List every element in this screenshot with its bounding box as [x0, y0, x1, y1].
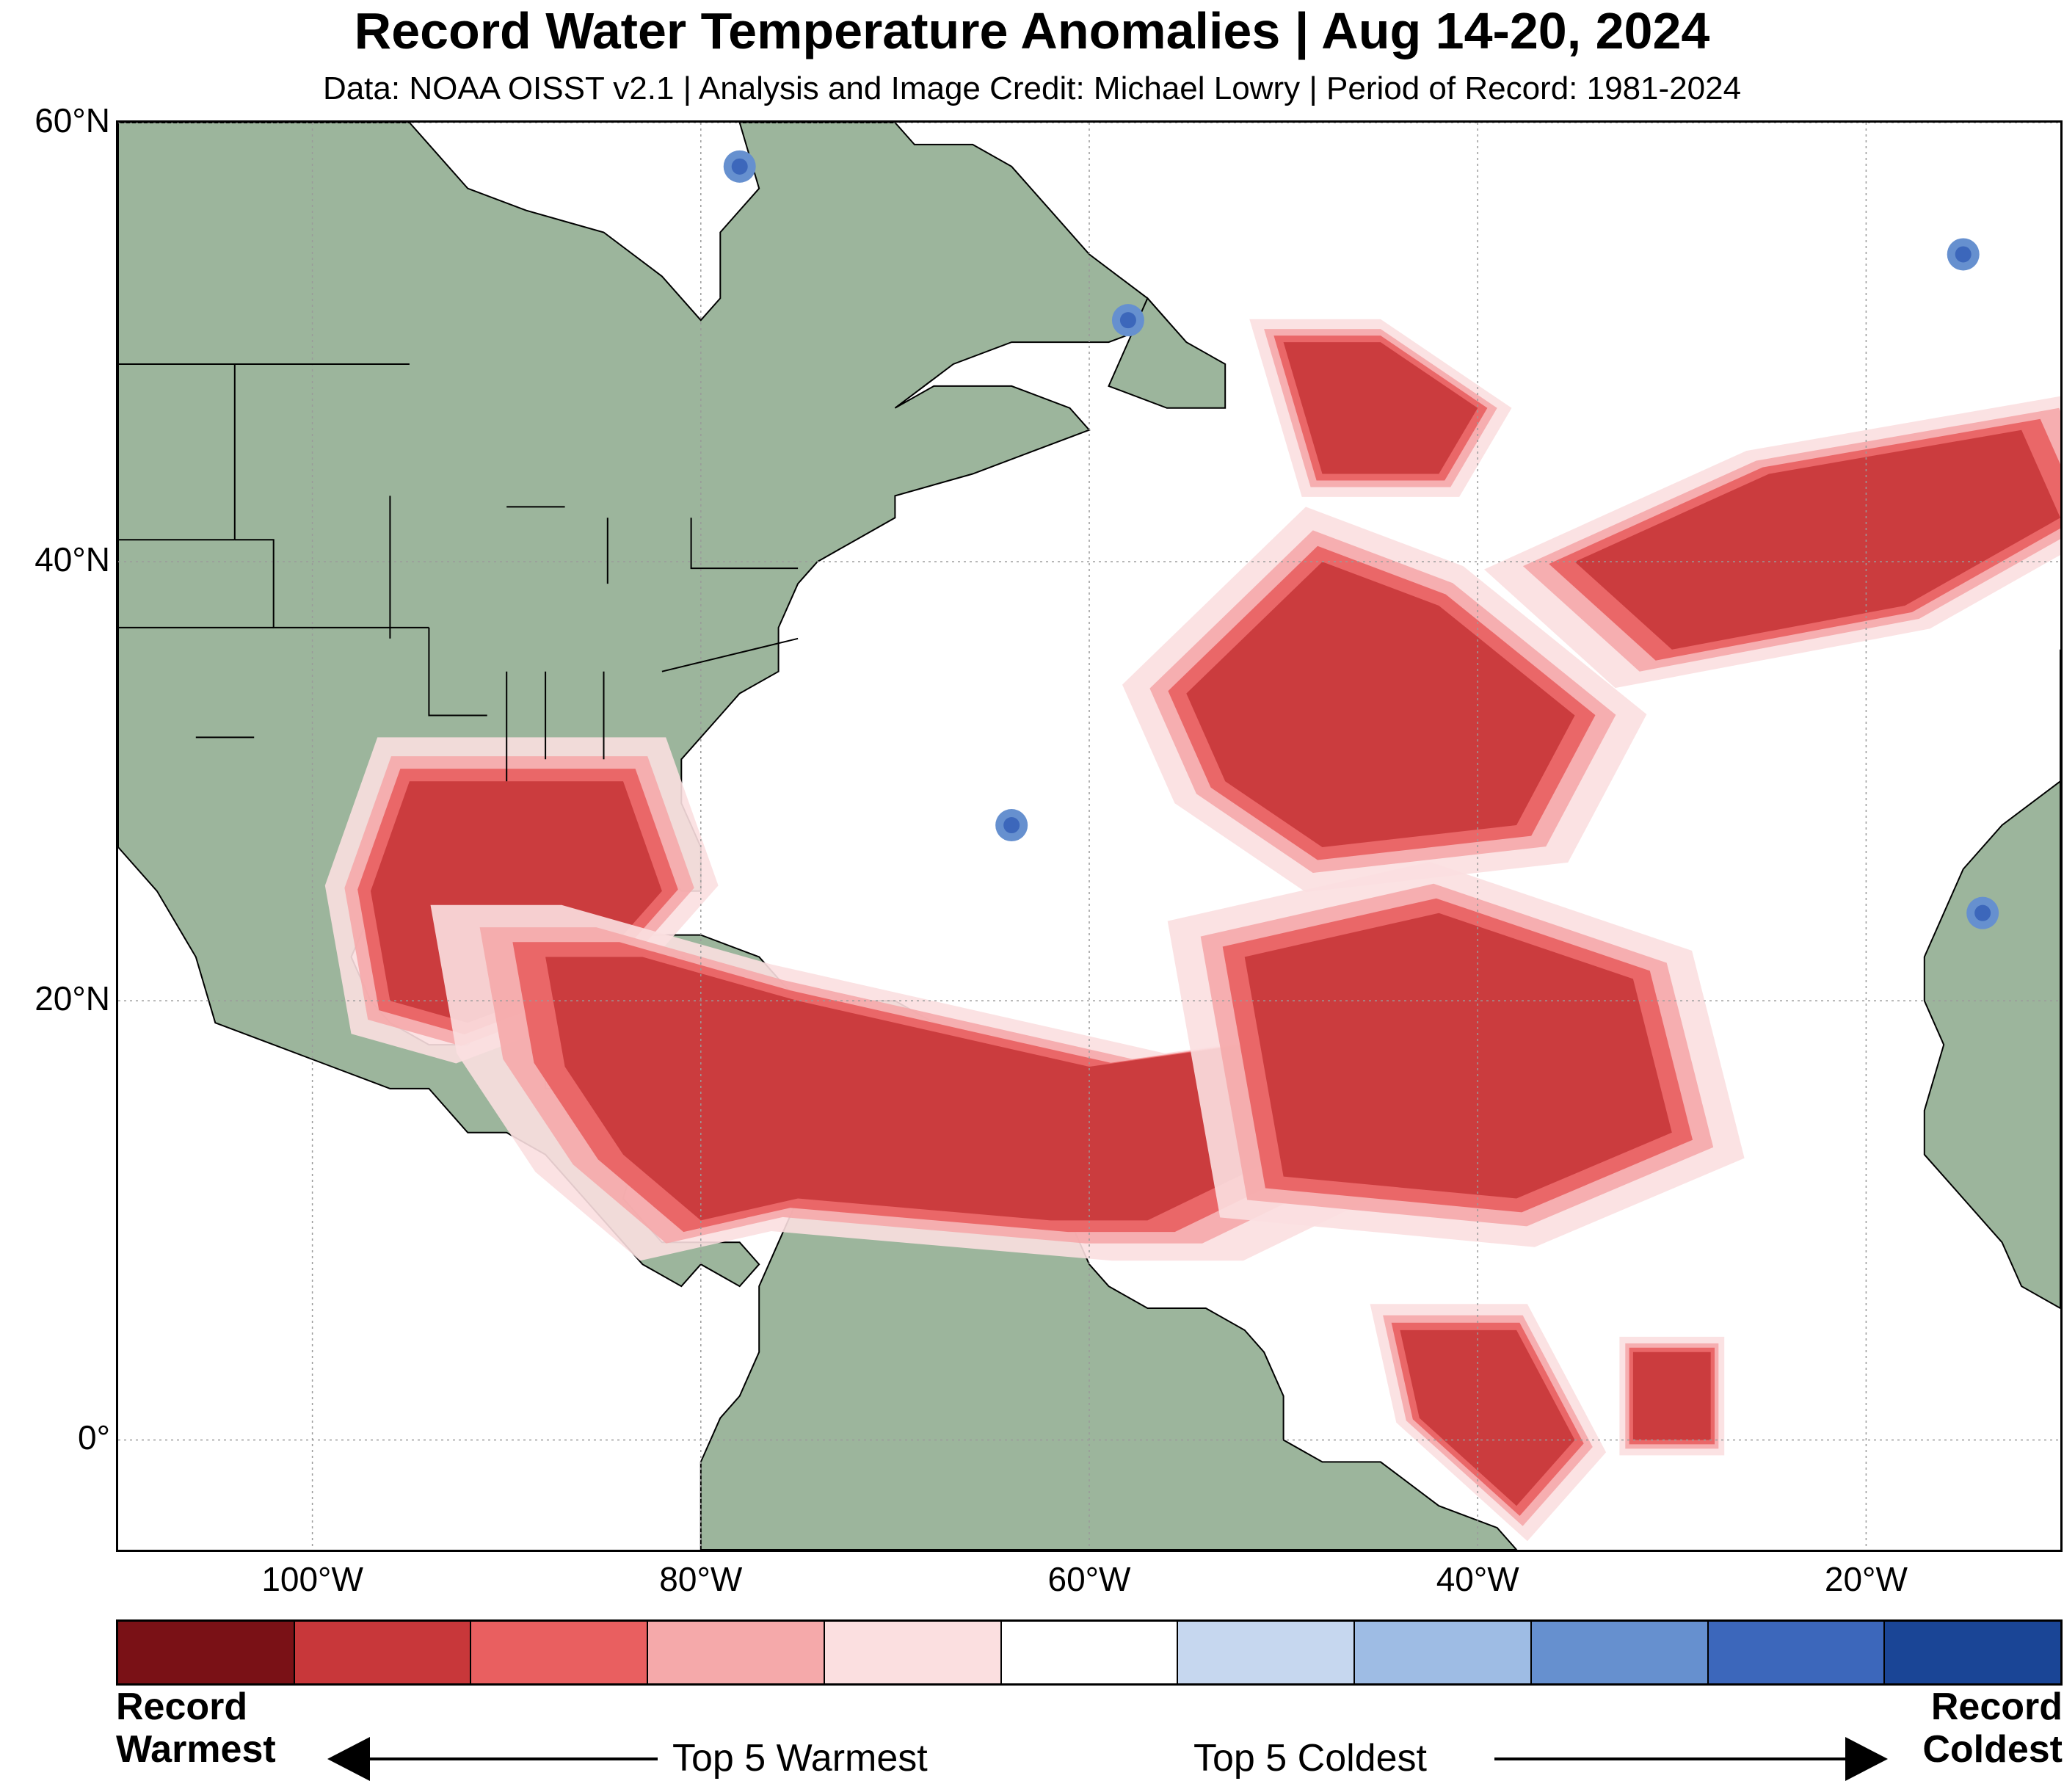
- graticule-layer: [118, 123, 2060, 1550]
- top5-warmest-label: Top 5 Warmest: [672, 1737, 928, 1780]
- lat-label-1: 40°N: [34, 540, 110, 579]
- map-frame: [116, 120, 2063, 1552]
- lon-label-2: 60°W: [1047, 1560, 1131, 1598]
- colorbar-segment-7: [1355, 1622, 1532, 1683]
- anomaly-region-3-level-3: [1574, 429, 2060, 650]
- colorbar-segment-8: [1531, 1622, 1709, 1683]
- colorbar-segment-5: [1001, 1622, 1179, 1683]
- anomaly-region-7-level-3: [1632, 1352, 1711, 1440]
- colorbar-segment-6: [1178, 1622, 1356, 1683]
- state-border-layer: [118, 363, 799, 782]
- colorbar-segment-9: [1708, 1622, 1886, 1683]
- record-coldest-label: Record Coldest: [1922, 1686, 2063, 1771]
- chart-subtitle: Data: NOAA OISST v2.1 | Analysis and Ima…: [322, 70, 1742, 106]
- anomaly-region-4-level-3: [1244, 913, 1672, 1199]
- colorbar-segment-2: [471, 1622, 649, 1683]
- state-border-11: [690, 518, 799, 570]
- state-border-8: [661, 637, 799, 672]
- lon-label-4: 20°W: [1824, 1560, 1908, 1598]
- state-border-4: [428, 627, 487, 717]
- colorbar-segment-1: [294, 1622, 472, 1683]
- colorbar-segment-4: [824, 1622, 1002, 1683]
- warm-arrow: [327, 1737, 658, 1781]
- record-warmest-line1: Record: [116, 1686, 248, 1728]
- colorbar-segment-10: [1885, 1622, 2061, 1683]
- cold-anomaly-core-3: [1955, 246, 1972, 263]
- lat-label-3: 0°: [78, 1418, 110, 1457]
- anomaly-region-6-level-3: [1400, 1330, 1575, 1506]
- state-border-2: [234, 539, 429, 628]
- cold-anomaly-core-2: [1119, 312, 1136, 329]
- africa-land: [1923, 649, 2060, 1310]
- record-warmest-label: Record Warmest: [116, 1686, 276, 1771]
- anomaly-region-1-level-3: [545, 957, 1284, 1221]
- colorbar: [116, 1619, 2063, 1686]
- record-coldest-line2: Coldest: [1922, 1728, 2063, 1771]
- cold-arrow: [1494, 1737, 1888, 1781]
- record-coldest-line1: Record: [1930, 1686, 2063, 1728]
- lon-label-0: 100°W: [261, 1560, 363, 1598]
- lat-label-0: 60°N: [34, 101, 110, 139]
- lat-label-2: 20°N: [34, 979, 110, 1018]
- map-canvas: [118, 123, 2060, 1550]
- chart-title: Record Water Temperature Anomalies | Aug…: [354, 2, 1710, 59]
- colorbar-segment-0: [118, 1622, 295, 1683]
- top5-coldest-label: Top 5 Coldest: [1193, 1737, 1427, 1780]
- lon-label-1: 80°W: [659, 1560, 743, 1598]
- anomaly-region-5-level-3: [1283, 342, 1478, 474]
- cold-anomaly-core-1: [1003, 817, 1020, 834]
- cold-anomaly-core-4: [1974, 904, 1991, 921]
- record-warmest-line2: Warmest: [116, 1728, 276, 1771]
- cold-anomaly-core-0: [731, 158, 748, 175]
- colorbar-segment-3: [648, 1622, 825, 1683]
- lon-label-3: 40°W: [1436, 1560, 1519, 1598]
